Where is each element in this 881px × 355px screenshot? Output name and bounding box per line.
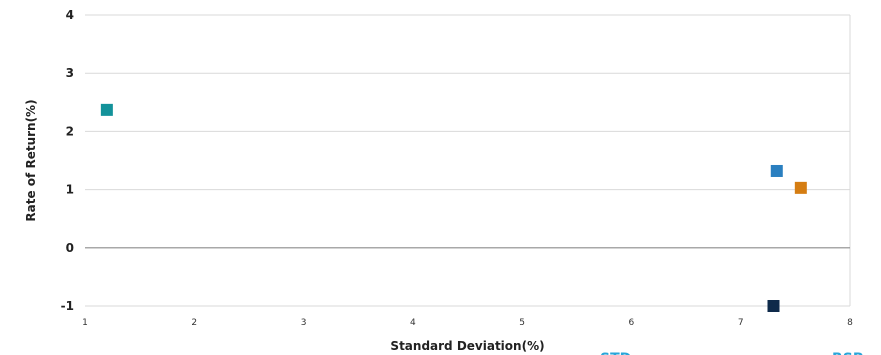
x-tick-label: 1 [82,318,88,328]
x-tick-label: 2 [191,318,197,328]
x-tick-label: 6 [629,318,635,328]
x-axis-title: Standard Deviation(%) [390,339,544,353]
x-tick-label: 5 [519,318,525,328]
legend-entry-rsp: RSP [832,351,863,355]
x-tick-label: 7 [738,318,744,328]
y-tick-label: 0 [66,241,74,255]
y-tick-label: 1 [66,183,74,197]
y-tick-label: 4 [66,8,74,22]
data-point-3 [794,181,807,194]
data-points [100,103,807,312]
x-tick-label: 8 [847,318,853,328]
y-tick-label: -1 [61,299,74,313]
y-axis-title: Rate of Return(%) [24,99,38,221]
data-point-1 [100,103,113,116]
y-tick-labels: -1 0 1 2 3 4 [61,8,74,313]
x-tick-labels: 1 2 3 4 5 6 7 8 [82,318,853,328]
x-tick-label: 4 [410,318,416,328]
x-tick-label: 3 [301,318,307,328]
y-tick-label: 2 [66,124,74,138]
legend-entry-std: STD [600,351,631,355]
grid-lines [85,14,851,307]
data-point-2 [770,164,783,177]
legend: STD RSP [600,351,863,355]
data-point-4 [767,300,780,312]
y-tick-label: 3 [66,66,74,80]
